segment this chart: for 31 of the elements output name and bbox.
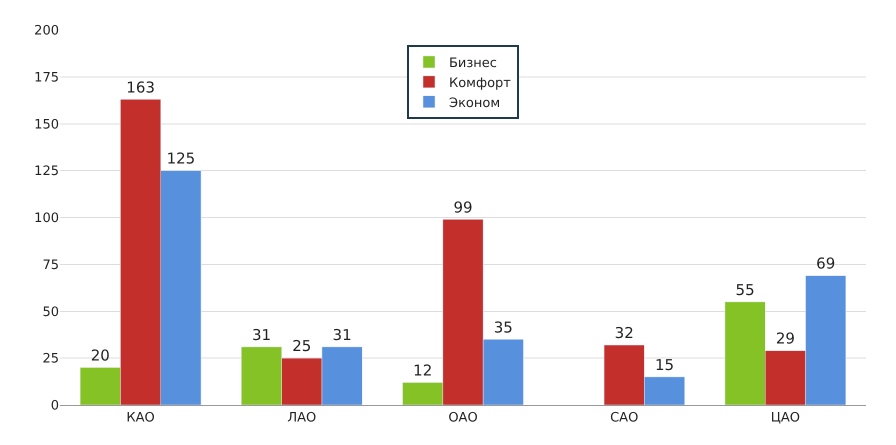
y-tick-label: 50 — [42, 304, 59, 320]
data-label: 35 — [494, 318, 513, 336]
data-label: 31 — [332, 326, 352, 344]
data-label: 12 — [413, 362, 432, 380]
y-tick-label: 200 — [34, 24, 59, 39]
legend-label: Бизнес — [449, 56, 497, 72]
x-tick-label: ЦАО — [770, 410, 800, 426]
x-tick-label: САО — [610, 410, 638, 426]
x-tick-label: ЛАО — [287, 410, 316, 426]
data-label: 125 — [166, 150, 196, 168]
legend-label: Эконом — [449, 96, 500, 111]
data-label: 15 — [654, 356, 674, 374]
data-label: 31 — [252, 326, 272, 344]
data-label: 55 — [736, 280, 755, 299]
y-tick-label: 75 — [42, 258, 59, 273]
data-label: 29 — [776, 330, 795, 348]
y-tick-label: 0 — [50, 398, 59, 414]
y-tick-label: 150 — [34, 117, 59, 132]
data-label: 163 — [126, 78, 155, 96]
data-label: 25 — [292, 337, 312, 356]
x-tick-label: КАО — [126, 410, 155, 426]
x-tick-label: ОАО — [448, 410, 478, 426]
legend-label: Комфорт — [449, 76, 512, 91]
data-label: 99 — [453, 198, 473, 216]
y-tick-label: 125 — [34, 164, 59, 180]
data-label: 32 — [614, 324, 634, 342]
y-tick-label: 175 — [34, 70, 59, 86]
data-label: 20 — [90, 346, 110, 364]
y-tick-label: 100 — [34, 211, 59, 226]
y-tick-label: 25 — [42, 352, 59, 367]
data-label: 69 — [816, 254, 836, 273]
